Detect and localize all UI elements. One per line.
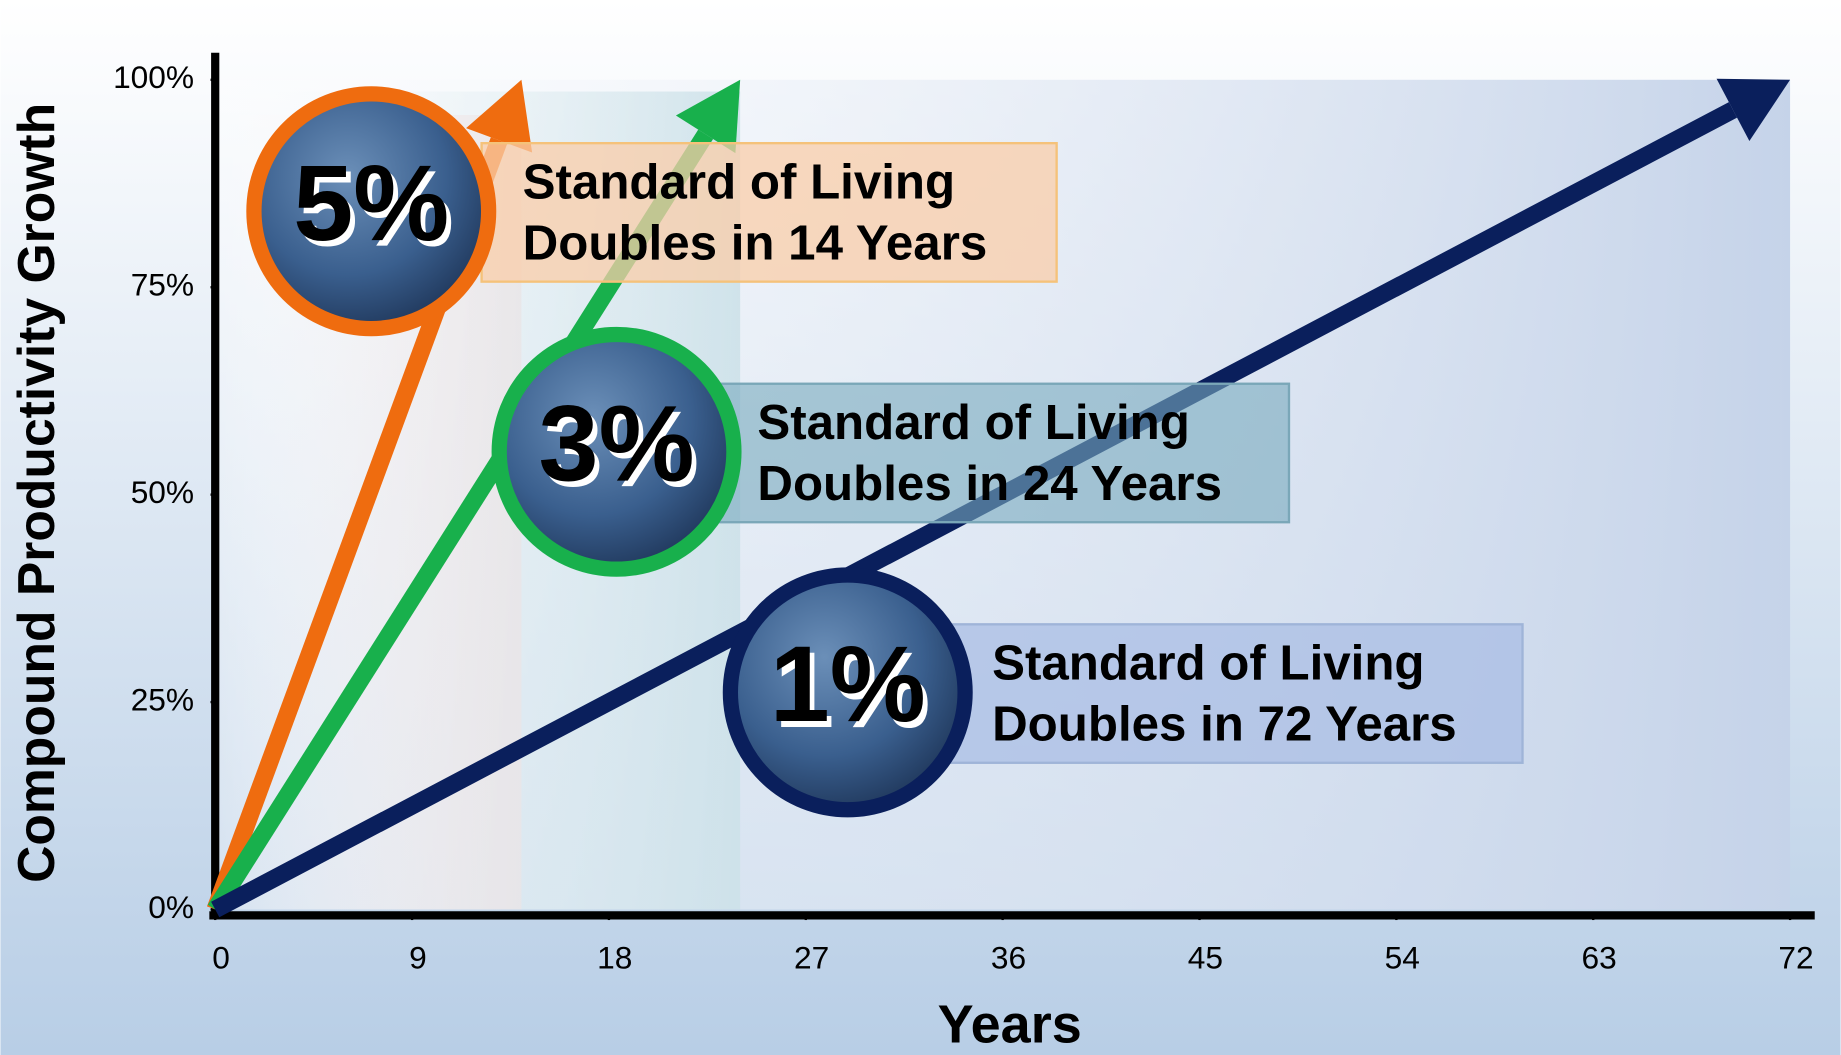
label-text: Standard of Living — [992, 636, 1424, 691]
label-text: Doubles in 72 Years — [992, 697, 1457, 752]
y-tick-label: 75% — [131, 267, 194, 303]
y-tick-label: 25% — [131, 681, 194, 717]
badge-text: 1% — [770, 623, 926, 744]
x-tick-label: 27 — [794, 939, 829, 975]
x-tick-label: 45 — [1188, 939, 1223, 975]
y-tick-label: 0% — [148, 889, 194, 925]
label-text: Standard of Living — [757, 395, 1189, 450]
badge-text: 5% — [293, 142, 449, 263]
x-tick-label: 9 — [409, 939, 427, 975]
x-tick-label: 0 — [212, 939, 230, 975]
badge-text: 3% — [539, 382, 695, 503]
x-tick-label: 54 — [1385, 939, 1420, 975]
x-axis-title: Years — [938, 994, 1082, 1054]
y-tick-label: 50% — [131, 474, 194, 510]
label-text: Doubles in 24 Years — [757, 456, 1222, 511]
x-tick-label: 63 — [1581, 939, 1616, 975]
x-tick-label: 18 — [597, 939, 632, 975]
x-tick-label: 72 — [1778, 939, 1813, 975]
label-text: Standard of Living — [523, 154, 955, 209]
label-text: Doubles in 14 Years — [523, 215, 988, 270]
y-tick-label: 100% — [113, 59, 194, 95]
chart: Years Compound Productivity Growth 0% 25%… — [0, 0, 1841, 1055]
x-tick-label: 36 — [991, 939, 1026, 975]
page: Years Compound Productivity Growth 0% 25%… — [0, 0, 1841, 1055]
y-axis-title: Compound Productivity Growth — [7, 103, 65, 883]
